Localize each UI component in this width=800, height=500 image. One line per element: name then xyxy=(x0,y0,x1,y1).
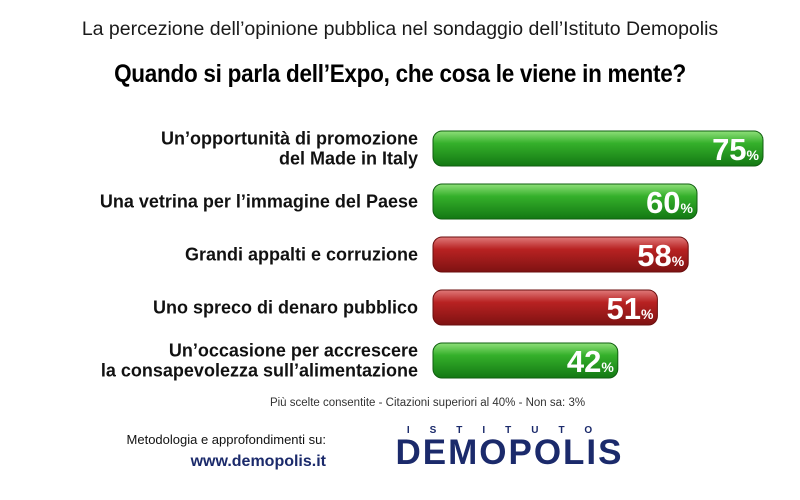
demopolis-logo: ISTITUTO DEMOPOLIS xyxy=(372,425,647,475)
category-label-0: Un’opportunità di promozione del Made in … xyxy=(161,129,418,169)
bar-value-unit: % xyxy=(681,200,694,216)
subtitle: La percezione dell’opinione pubblica nel… xyxy=(81,18,719,40)
bar-value-label-4: 42% xyxy=(567,344,614,379)
bar-4 xyxy=(432,342,619,379)
bar-value-number: 60 xyxy=(646,185,680,220)
website-link[interactable]: www.demopolis.it xyxy=(190,453,326,470)
category-label-line: Grandi appalti e corruzione xyxy=(185,245,418,265)
bar-2 xyxy=(432,236,689,273)
bar-value-label-3: 51% xyxy=(606,291,653,326)
category-label-3: Uno spreco di denaro pubblico xyxy=(153,298,418,318)
bar-value-label-0: 75% xyxy=(712,132,759,167)
bar-value-unit: % xyxy=(641,306,654,322)
bar-3 xyxy=(432,289,658,326)
logo-top-text: ISTITUTO xyxy=(406,425,613,436)
bar-value-unit: % xyxy=(747,147,760,163)
category-label-line: la consapevolezza sull’alimentazione xyxy=(101,361,418,381)
footnote: Più scelte consentite - Citazioni superi… xyxy=(269,397,586,409)
bar-value-number: 58 xyxy=(637,238,671,273)
category-label-line: Un’opportunità di promozione xyxy=(161,129,418,149)
category-label-line: Una vetrina per l’immagine del Paese xyxy=(100,192,418,212)
bar-1 xyxy=(432,183,698,220)
category-label-2: Grandi appalti e corruzione xyxy=(185,245,418,265)
category-label-line: Uno spreco di denaro pubblico xyxy=(153,298,418,318)
category-label-line: del Made in Italy xyxy=(279,149,418,169)
methodology-label: Metodologia e approfondimenti su: xyxy=(126,432,326,447)
bar-0 xyxy=(432,130,764,167)
bar-value-label-1: 60% xyxy=(646,185,693,220)
category-label-line: Un’occasione per accrescere xyxy=(169,341,418,361)
logo-main-text: DEMOPOLIS xyxy=(395,433,624,472)
bar-value-number: 75 xyxy=(712,132,746,167)
bar-value-label-2: 58% xyxy=(637,238,684,273)
bar-value-number: 42 xyxy=(567,344,601,379)
bar-value-number: 51 xyxy=(606,291,640,326)
bar-value-unit: % xyxy=(601,359,614,375)
category-label-4: Un’occasione per accrescere la consapevol… xyxy=(101,341,418,381)
category-label-1: Una vetrina per l’immagine del Paese xyxy=(100,192,418,212)
bar-value-unit: % xyxy=(672,253,685,269)
chart-title: Quando si parla dell’Expo, che cosa le v… xyxy=(114,60,686,88)
